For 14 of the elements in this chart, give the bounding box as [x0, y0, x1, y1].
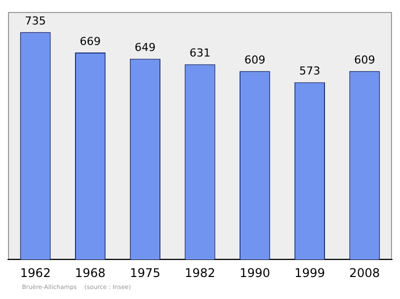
x-tick-label: 1968 [75, 266, 106, 280]
x-tick-label: 1962 [20, 266, 51, 280]
data-label: 631 [190, 46, 210, 60]
data-label: 735 [24, 14, 46, 28]
x-tick-label: 2008 [349, 266, 380, 280]
data-label: 573 [299, 64, 320, 78]
x-tick-label: 1975 [130, 266, 160, 280]
x-tick-label: 1999 [294, 266, 325, 280]
data-label: 609 [354, 53, 376, 66]
x-tick-label: 1990 [240, 266, 270, 280]
data-label: 609 [244, 53, 266, 66]
data-label: 649 [134, 41, 156, 54]
data-label: 669 [80, 34, 101, 48]
x-tick-label: 1982 [184, 266, 216, 280]
